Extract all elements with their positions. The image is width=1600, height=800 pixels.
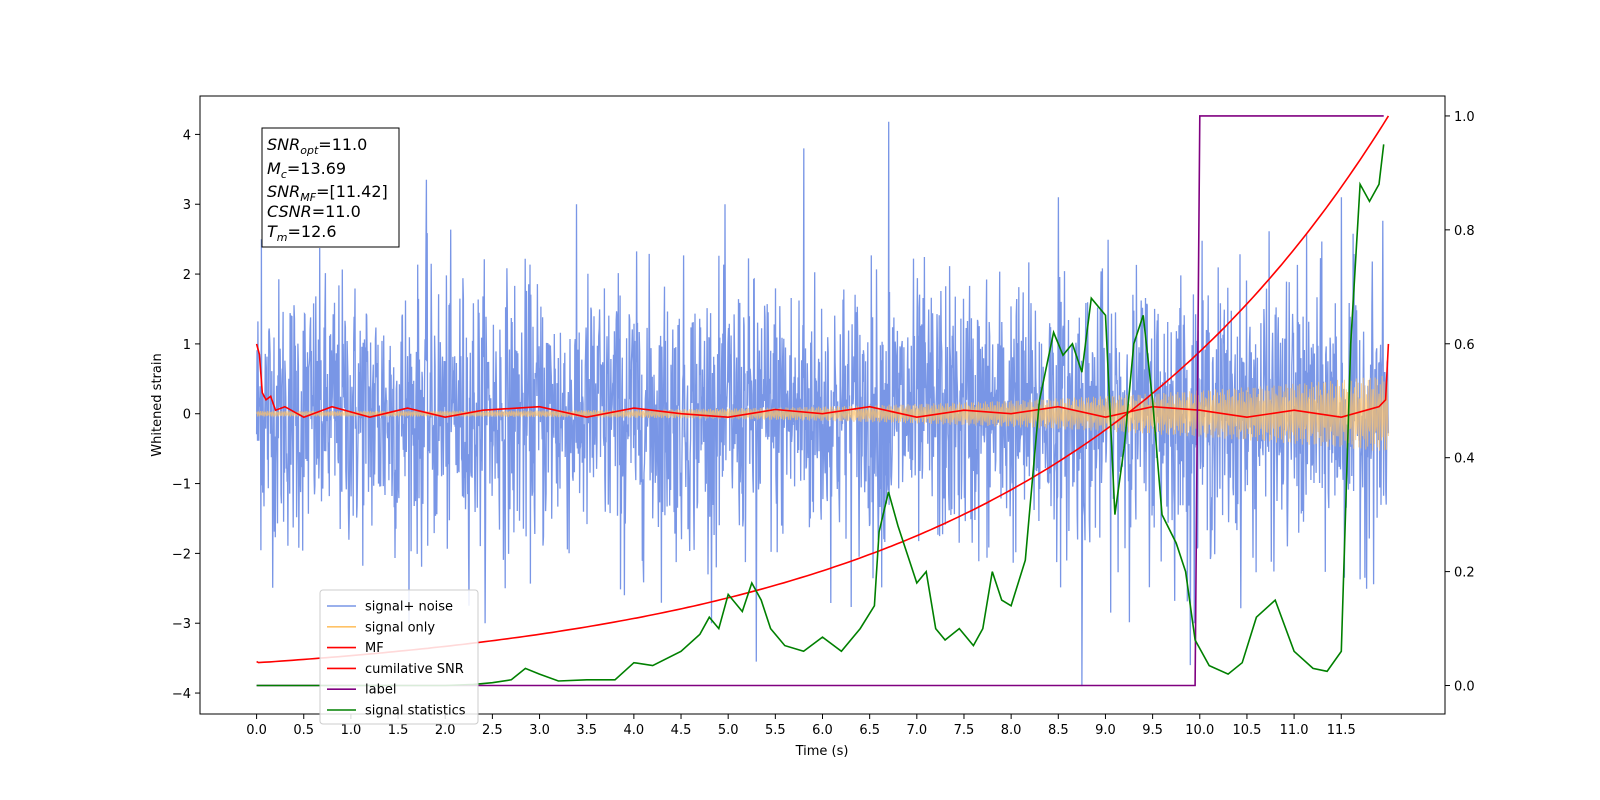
x-tick-label: 4.5 (671, 723, 692, 738)
y-tick-label: 2 (183, 268, 191, 283)
x-tick-label: 8.0 (1001, 723, 1022, 738)
series-label (256, 115, 1384, 687)
x-tick-label: 8.5 (1048, 723, 1069, 738)
info-snr-mf-subscript: MF (300, 191, 316, 204)
info-snr-opt: SNRopt=11.0 (267, 135, 367, 157)
y-axis-right: 0.0 0.2 0.4 0.6 0.8 1.0 (1445, 110, 1475, 695)
x-tick-label: 5.5 (765, 723, 786, 738)
info-tm-symbol: T (267, 222, 278, 241)
info-snr-opt-symbol: SNR (267, 135, 300, 154)
legend-label-signal-only: signal only (365, 620, 435, 635)
info-tm: Tm=12.6 (267, 222, 337, 244)
x-tick-label: 6.0 (812, 723, 833, 738)
x-tick-label: 10.5 (1232, 723, 1261, 738)
y-tick-label: −1 (172, 478, 191, 493)
info-snr-opt-subscript: opt (300, 144, 319, 157)
x-axis-label: Time (s) (795, 744, 849, 759)
y2-tick-label: 0.2 (1454, 566, 1475, 581)
y2-tick-label: 0.6 (1454, 338, 1475, 353)
x-tick-label: 4.0 (624, 723, 645, 738)
y-tick-label: 3 (183, 198, 191, 213)
info-snr-mf-value: =[11.42] (316, 182, 388, 201)
y2-tick-label: 0.0 (1454, 680, 1475, 695)
x-tick-label: 0.0 (246, 723, 267, 738)
y2-tick-label: 0.8 (1454, 224, 1475, 239)
info-csnr-value: =11.0 (312, 202, 361, 221)
x-tick-label: 2.0 (435, 723, 456, 738)
x-tick-label: 1.0 (341, 723, 362, 738)
y-axis-label: Whitened strain (150, 353, 165, 456)
y-tick-label: 1 (183, 338, 191, 353)
info-tm-subscript: m (277, 231, 288, 244)
y2-tick-label: 0.4 (1454, 452, 1475, 467)
x-tick-label: 7.5 (954, 723, 975, 738)
x-tick-label: 1.5 (388, 723, 409, 738)
info-box: SNRopt=11.0 Mc=13.69 SNRMF=[11.42] CSNR=… (261, 127, 400, 248)
legend: signal+ noise signal only MF cumilative SNR… (319, 589, 479, 725)
info-chirp-mass-subscript: c (281, 168, 287, 181)
x-tick-label: 2.5 (482, 723, 503, 738)
x-tick-label: 9.5 (1142, 723, 1163, 738)
y-axis-left: −4 −3 −2 −1 0 1 2 3 4 (172, 128, 200, 702)
legend-label-signal-noise: signal+ noise (365, 600, 453, 615)
y-tick-label: −3 (172, 617, 191, 632)
info-chirp-mass-symbol: M (267, 159, 281, 178)
x-tick-label: 9.0 (1095, 723, 1116, 738)
x-tick-label: 3.5 (576, 723, 597, 738)
y-tick-label: 4 (183, 128, 191, 143)
x-tick-label: 6.5 (859, 723, 880, 738)
info-tm-value: =12.6 (288, 222, 337, 241)
y-tick-label: 0 (183, 408, 191, 423)
legend-entries: signal+ noise signal only MF cumilative SNR… (327, 600, 466, 719)
y-tick-label: −2 (172, 547, 191, 562)
x-tick-label: 11.0 (1280, 723, 1309, 738)
y2-tick-label: 1.0 (1454, 110, 1475, 125)
legend-label-cumilative-snr: cumilative SNR (365, 662, 464, 677)
legend-label-mf: MF (365, 641, 384, 656)
series-mf (255, 343, 1390, 419)
x-tick-label: 10.0 (1185, 723, 1214, 738)
info-csnr-symbol: CSNR (267, 202, 312, 221)
x-tick-label: 3.0 (529, 723, 550, 738)
legend-label-label: label (365, 683, 396, 698)
x-tick-label: 0.5 (293, 723, 314, 738)
y-tick-label: −4 (172, 687, 191, 702)
x-axis: 0.0 0.5 1.0 1.5 2.0 2.5 3.0 3.5 4.0 4.5 5.0 5.5 6.0 6… (246, 714, 1356, 738)
legend-frame (319, 589, 479, 725)
x-tick-label: 11.5 (1327, 723, 1356, 738)
info-csnr: CSNR=11.0 (267, 202, 361, 221)
x-tick-label: 7.0 (906, 723, 927, 738)
x-tick-label: 5.0 (718, 723, 739, 738)
info-box-frame (261, 127, 400, 248)
series-signal-statistics (256, 144, 1385, 687)
info-chirp-mass: Mc=13.69 (267, 159, 346, 181)
info-snr-mf-symbol: SNR (267, 182, 300, 201)
info-chirp-mass-value: =13.69 (287, 159, 346, 178)
series-signal-noise (255, 121, 1390, 687)
legend-label-signal-statistics: signal statistics (365, 704, 466, 719)
info-snr-mf: SNRMF=[11.42] (267, 182, 388, 204)
info-snr-opt-value: =11.0 (318, 135, 367, 154)
